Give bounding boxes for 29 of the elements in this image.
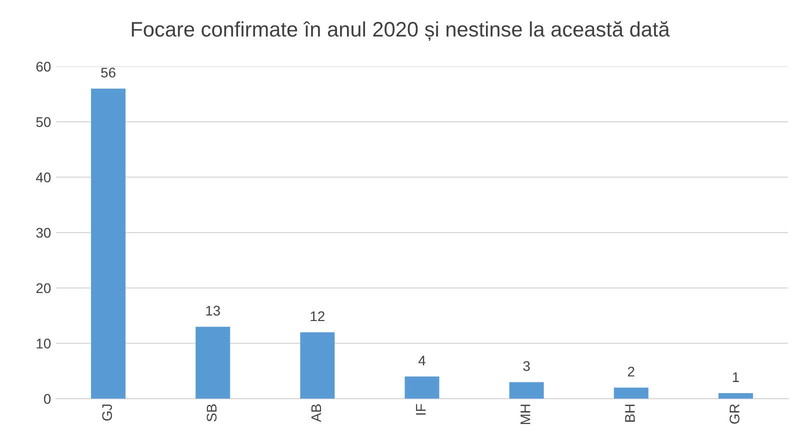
bar <box>718 393 753 399</box>
bar <box>614 388 648 399</box>
x-tick-label: BH <box>625 404 635 422</box>
data-label: 4 <box>418 356 426 366</box>
chart-title: Focare confirmate în anul 2020 și nestinse la această dată <box>132 21 670 41</box>
x-tick-label: IF <box>416 404 426 415</box>
bar <box>196 326 230 399</box>
bar <box>91 88 126 399</box>
data-label: 1 <box>732 372 739 382</box>
y-tick-label: 60 <box>36 62 51 72</box>
bar <box>509 382 544 399</box>
y-tick-label: 50 <box>36 117 51 127</box>
y-tick-label: 30 <box>36 228 51 238</box>
x-tick-label: GJ <box>102 404 112 421</box>
y-tick-label: 10 <box>36 338 51 348</box>
data-label: 56 <box>101 68 116 78</box>
data-label: 2 <box>628 366 634 376</box>
y-tick-label: 20 <box>36 283 51 294</box>
x-tick-label: GR <box>730 404 740 424</box>
bar <box>300 332 335 399</box>
bar <box>404 376 440 399</box>
data-label: 12 <box>310 311 324 322</box>
x-tick-label: SB <box>206 404 217 422</box>
y-tick-label: 0 <box>44 394 51 404</box>
data-label: 13 <box>206 306 220 316</box>
x-tick-label: AB <box>311 404 322 422</box>
y-tick-label: 40 <box>36 172 51 182</box>
data-label: 3 <box>523 361 530 372</box>
x-tick-label: MH <box>520 404 530 424</box>
